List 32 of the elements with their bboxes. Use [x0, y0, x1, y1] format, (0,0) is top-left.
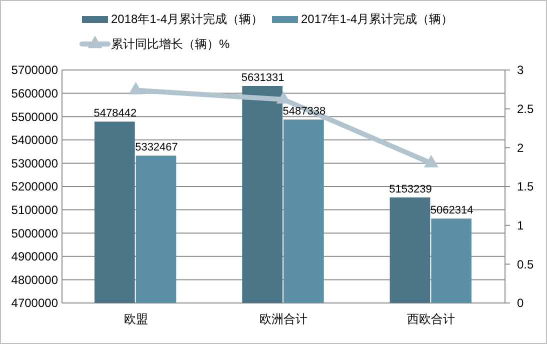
x-tick-label: 欧洲合计 — [260, 312, 308, 326]
legend-label: 2017年1-4月累计完成（辆） — [301, 12, 454, 26]
y-tick-label: 5500000 — [11, 110, 58, 124]
y2-tick-label: 1 — [517, 218, 524, 233]
y-tick-label: 5400000 — [11, 133, 58, 148]
y-tick-label: 5300000 — [11, 156, 58, 170]
y-tick-label: 5200000 — [11, 180, 58, 194]
x-tick-label: 欧盟 — [124, 312, 148, 326]
y2-tick-label: 2.5 — [517, 102, 534, 116]
y2-tick-label: 1.5 — [517, 180, 534, 194]
y-tick-label: 4900000 — [11, 250, 58, 264]
data-label: 5332467 — [135, 142, 178, 154]
legend-label: 2018年1-4月累计完成（辆） — [111, 12, 264, 26]
data-label: 5153239 — [389, 183, 432, 196]
data-label: 5062314 — [430, 204, 474, 217]
y-tick-label: 4700000 — [11, 296, 58, 310]
y-tick-label: 5000000 — [11, 226, 58, 240]
data-label: 5478442 — [94, 108, 137, 120]
y-tick-label: 4800000 — [11, 272, 58, 287]
y2-tick-label: 0.5 — [517, 257, 534, 272]
y2-tick-label: 2 — [517, 140, 524, 155]
data-label: 5631331 — [241, 72, 284, 84]
point — [424, 154, 438, 168]
point — [128, 82, 144, 94]
y2-tick-label: 0 — [517, 296, 524, 310]
y-tick-label: 5600000 — [11, 86, 58, 100]
y-tick-label: 5100000 — [11, 203, 58, 217]
legend-label: 累计同比增长（辆）% — [111, 37, 230, 52]
data-label: 5487338 — [282, 106, 326, 118]
y-tick-label: 5700000 — [11, 63, 58, 78]
y2-tick-label: 3 — [517, 63, 524, 78]
x-tick-label: 西欧合计 — [407, 312, 456, 326]
